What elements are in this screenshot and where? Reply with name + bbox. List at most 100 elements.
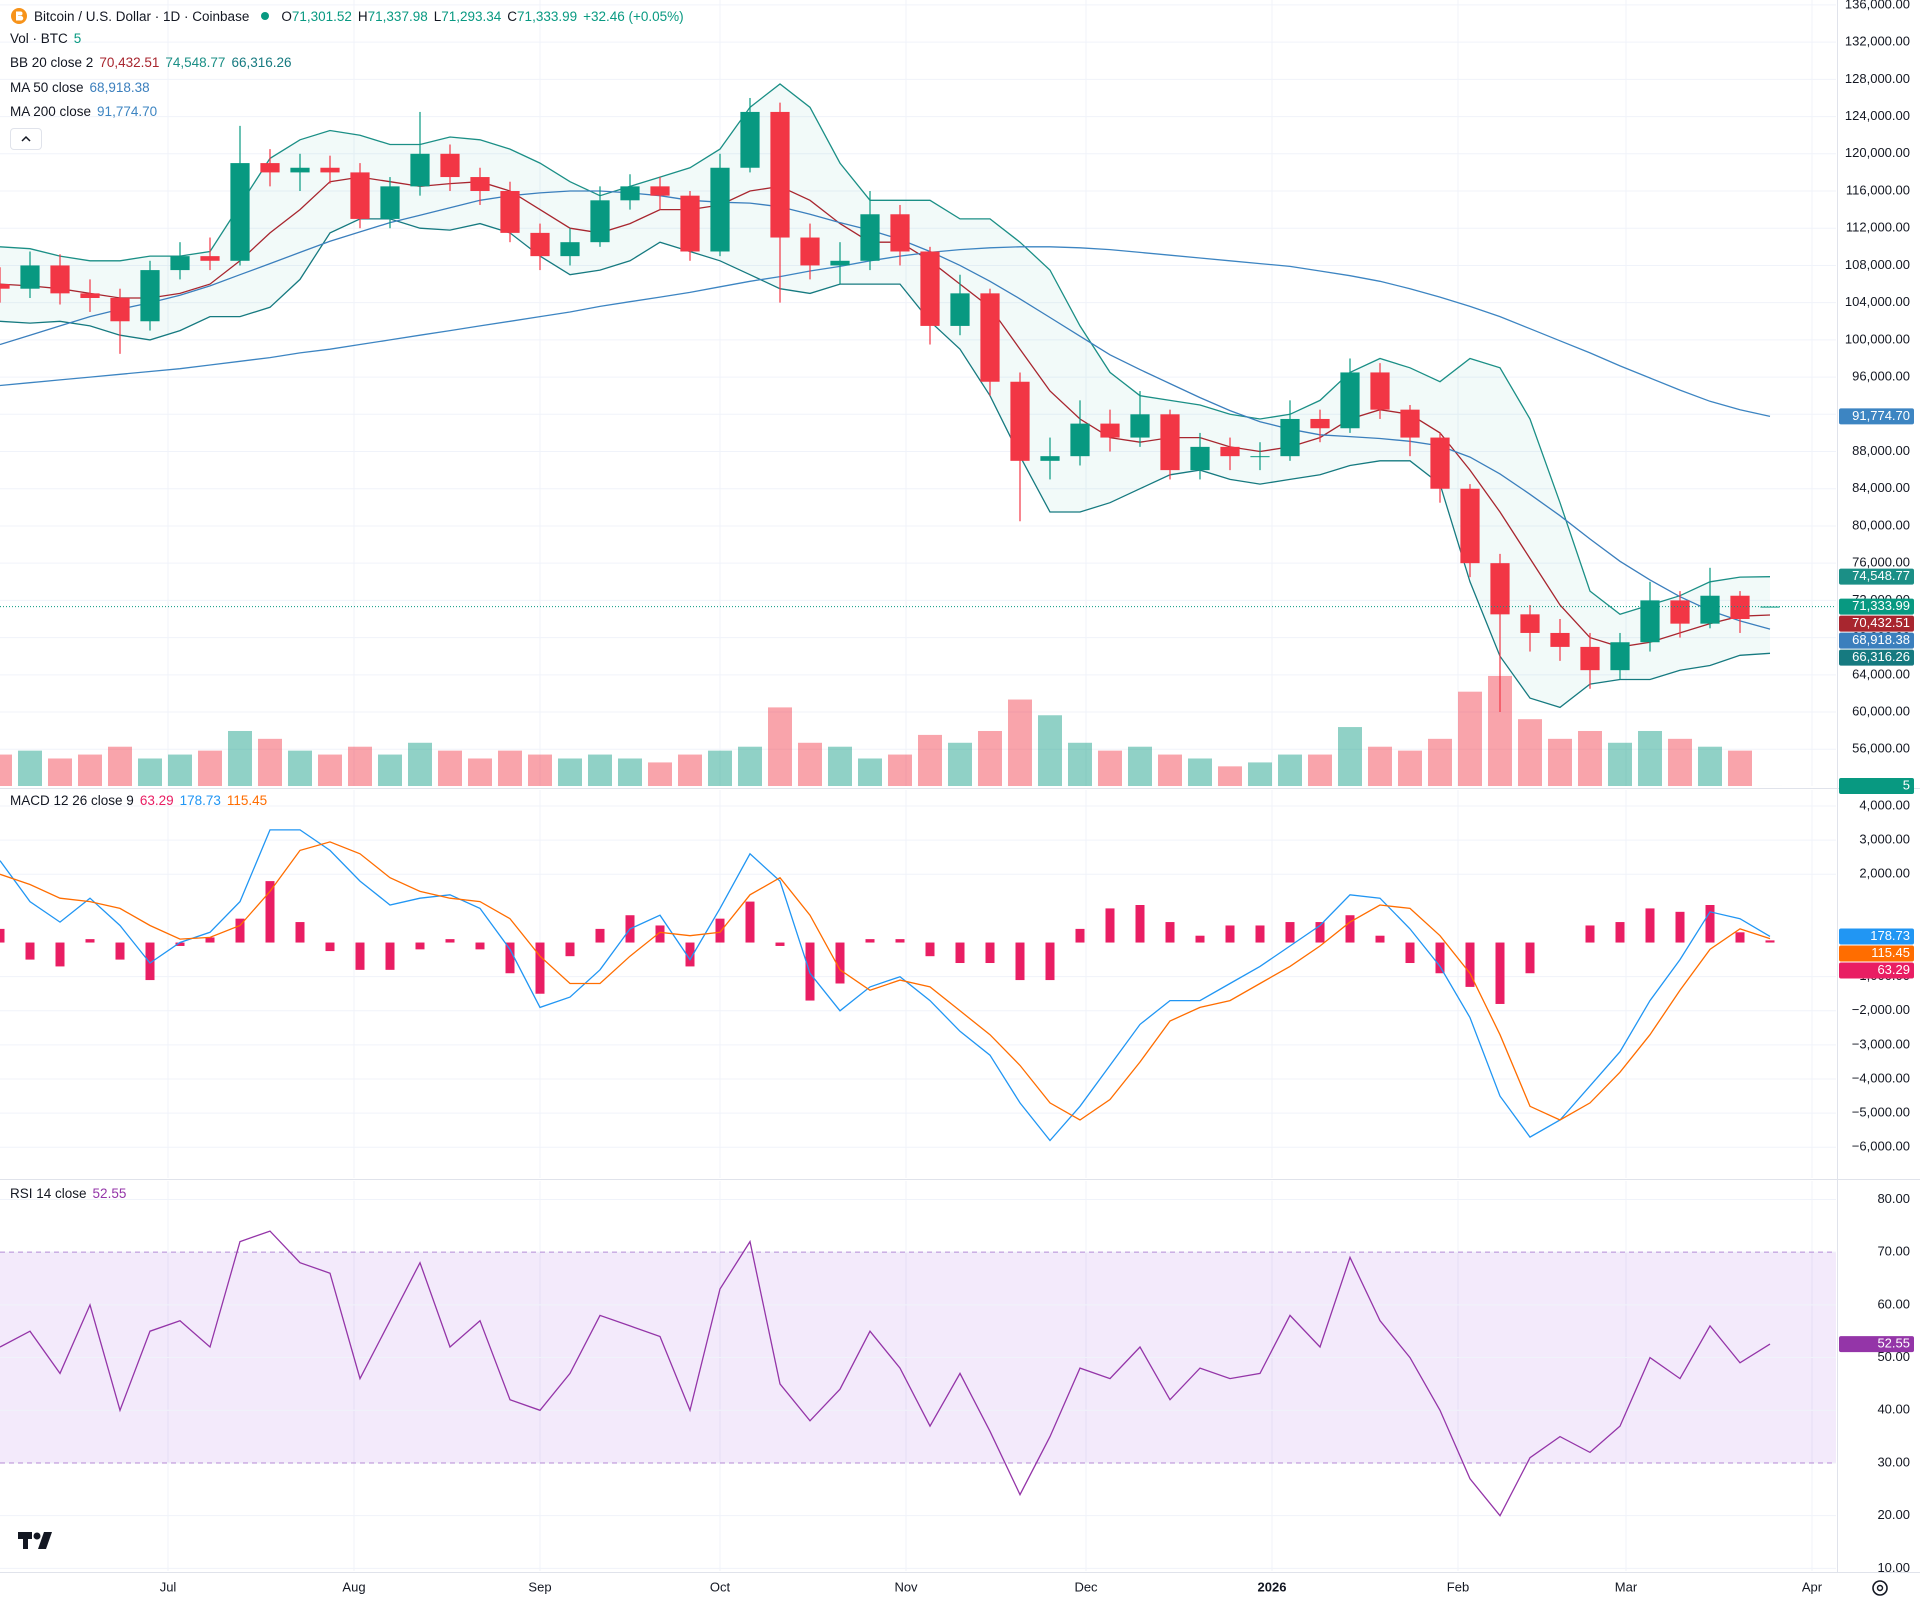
volume-bar <box>588 754 612 786</box>
collapse-legend-button[interactable] <box>10 128 42 150</box>
volume-bar <box>348 746 372 786</box>
candle-body <box>20 265 40 289</box>
macd-histogram-bar <box>895 939 905 943</box>
macd-histogram-bar <box>715 918 725 943</box>
y-tick-label: −6,000.00 <box>1852 1139 1910 1154</box>
y-tick-label: 2,000.00 <box>1859 866 1910 881</box>
volume-bar <box>1038 715 1062 786</box>
candle-body <box>1130 414 1150 438</box>
macd-histogram-bar <box>1375 935 1385 943</box>
candle-body <box>590 200 610 243</box>
candle-body <box>1430 437 1450 489</box>
macd-histogram-bar <box>325 942 335 952</box>
volume-bar <box>438 750 462 786</box>
candle-body <box>680 195 700 252</box>
macd-histogram-bar <box>1315 922 1325 943</box>
volume-bar <box>618 758 642 786</box>
legend-volume: Vol · BTC 5 <box>10 31 81 46</box>
candle-body <box>1010 381 1030 461</box>
macd-histogram-bar <box>1645 908 1655 943</box>
volume-bar <box>108 746 132 786</box>
volume-bar <box>468 758 492 786</box>
legend-main: Bitcoin / U.S. Dollar · 1D · Coinbase O 71… <box>10 7 684 25</box>
candle-body <box>1520 614 1540 633</box>
candle-body <box>1310 418 1330 429</box>
macd-histogram-bar <box>985 942 995 964</box>
candle-body <box>260 163 280 173</box>
volume-bar <box>648 762 672 786</box>
candle-body <box>1070 423 1090 457</box>
macd-value: 63.29 <box>139 793 174 808</box>
macd-histogram-bar <box>535 942 545 994</box>
volume-bar <box>1158 754 1182 786</box>
price-tag <box>1839 928 1914 945</box>
volume-bar <box>708 750 732 786</box>
candle-body <box>650 186 670 196</box>
candle-body <box>740 111 760 168</box>
y-tick-label: −2,000.00 <box>1852 1002 1910 1017</box>
candle-body <box>1490 563 1510 615</box>
macd-line <box>0 841 1771 1121</box>
volume-bar <box>1338 727 1362 786</box>
macd-histogram-bar <box>85 939 95 943</box>
price-tag <box>1839 945 1914 962</box>
volume-bar <box>1248 762 1272 786</box>
candle-body <box>320 167 340 173</box>
ohlc-name: O <box>281 8 292 24</box>
candle-body <box>410 153 430 187</box>
y-tick-label: 70.00 <box>1877 1244 1910 1259</box>
ma-value: 91,774.70 <box>97 104 158 119</box>
volume-bar <box>1278 754 1302 786</box>
macd-histogram-bar <box>205 937 215 943</box>
volume-bar <box>678 754 702 786</box>
macd-histogram-bar <box>445 939 455 943</box>
macd-histogram-bar <box>835 942 845 984</box>
bb-line <box>0 83 1771 616</box>
volume-bar <box>1638 730 1662 786</box>
macd-histogram-bar <box>1165 922 1175 943</box>
indicator-name: BB 20 close 2 <box>10 55 94 70</box>
price-tag <box>1839 568 1914 585</box>
candle-body <box>530 232 550 257</box>
volume-bar <box>78 754 102 786</box>
macd-histogram-bar <box>475 942 485 950</box>
price-tag-label: 115.45 <box>1871 945 1910 960</box>
y-tick-label: 60,000.00 <box>1852 703 1910 718</box>
x-tick-label: 2026 <box>1258 1579 1287 1594</box>
indicator-name: MA 50 close <box>10 80 84 95</box>
tradingview-logo[interactable] <box>18 1532 52 1549</box>
y-tick-label: 80,000.00 <box>1852 517 1910 532</box>
y-tick-label: 64,000.00 <box>1852 666 1910 681</box>
macd-histogram-bar <box>1225 925 1235 943</box>
candle-body <box>950 293 970 326</box>
bb-value: 66,316.26 <box>231 55 292 70</box>
chart-title: Bitcoin / U.S. Dollar · 1D · Coinbase <box>34 8 250 24</box>
settings-button[interactable] <box>1872 1580 1888 1596</box>
bb-value: 74,548.77 <box>165 55 226 70</box>
candle-body <box>890 214 910 252</box>
macd-histogram-bar <box>865 939 875 943</box>
price-tag <box>1839 777 1914 794</box>
candle-body <box>1670 600 1690 624</box>
volume-bar <box>1428 738 1452 786</box>
candle-body <box>0 284 10 289</box>
macd-histogram-bar <box>1195 935 1205 943</box>
candle-body <box>1580 646 1600 671</box>
macd-histogram-bar <box>955 942 965 964</box>
candle-body <box>290 167 310 173</box>
y-tick-label: 124,000.00 <box>1845 108 1910 123</box>
y-tick-label: 128,000.00 <box>1845 71 1910 86</box>
candle-body <box>1550 632 1570 647</box>
candle-body <box>920 251 940 326</box>
candle-body <box>1340 372 1360 429</box>
legend-rsi: RSI 14 close 52.55 <box>10 1186 126 1201</box>
volume-bar <box>18 750 42 786</box>
collapse-icon <box>21 135 31 142</box>
volume-bar <box>528 754 552 786</box>
volume-bar <box>1188 758 1212 786</box>
macd-histogram-bar <box>1075 928 1085 943</box>
macd-histogram-bar <box>565 942 575 957</box>
volume-bar <box>768 707 792 786</box>
y-tick-label: 60.00 <box>1877 1296 1910 1311</box>
